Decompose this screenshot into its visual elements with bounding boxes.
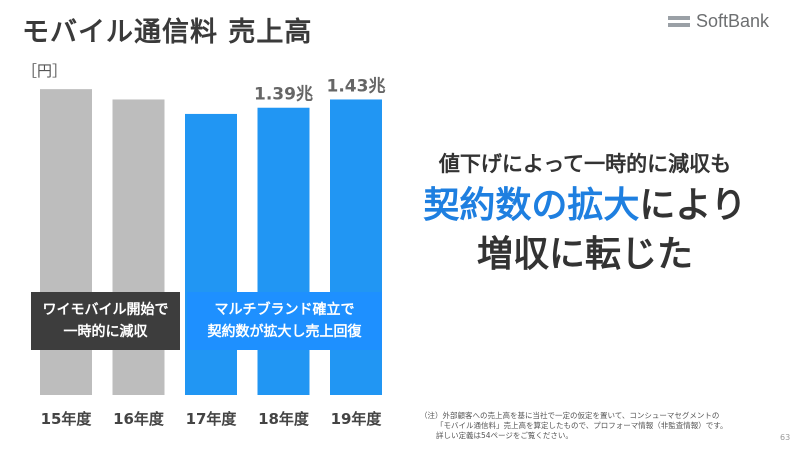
callout-ymobile: ワイモバイル開始で 一時的に減収 [31, 292, 180, 350]
data-label-4: 1.39兆 [254, 85, 313, 105]
footnote-line1: （注）外部顧客への売上高を基に当社で一定の仮定を置いて、コンシューマセグメントの [420, 411, 720, 420]
callout-multibrand-line1: マルチブランド確立で [214, 302, 355, 318]
callout-ymobile-line2: 一時的に減収 [63, 324, 148, 340]
footnote-line3: 詳しい定義は54ページをご覧ください。 [436, 431, 573, 440]
category-label-5: 19年度 [331, 410, 383, 428]
callout-multibrand-line2: 契約数が拡大し売上回復 [207, 324, 362, 340]
data-label-5: 1.43兆 [327, 76, 386, 96]
headline-line2-emphasis: 契約数の拡大 [423, 185, 640, 226]
headline-line2: 契約数の拡大により [400, 183, 770, 229]
headline-line3: 増収に転じた [476, 234, 693, 275]
page-number: 63 [780, 433, 791, 442]
bar-5 [330, 99, 382, 395]
headline-line2-rest: により [639, 185, 747, 226]
bar-3 [185, 113, 237, 395]
unit-label: ［円］ [22, 62, 68, 80]
callout-multibrand: マルチブランド確立で 契約数が拡大し売上回復 [187, 292, 382, 350]
category-label-3: 17年度 [186, 410, 238, 428]
category-label-4: 18年度 [258, 410, 310, 428]
callout-ymobile-line1: ワイモバイル開始で [42, 302, 169, 318]
category-label-1: 15年度 [41, 410, 93, 428]
category-label-2: 16年度 [113, 410, 165, 428]
page-title: モバイル通信料 売上高 [22, 17, 313, 48]
bar-2 [112, 99, 165, 395]
headline-line1: 値下げによって一時的に減収も [438, 152, 732, 176]
bar-4 [257, 107, 310, 395]
softbank-logo: SoftBank [668, 8, 786, 34]
footnote: （注）外部顧客への売上高を基に当社で一定の仮定を置いて、コンシューマセグメントの… [420, 411, 765, 441]
softbank-logo-icon [668, 13, 690, 30]
footnote-line2: 「モバイル通信料」売上高を算定したもので、プロフォーマ情報（非監査情報）です。 [436, 421, 728, 430]
logo-text: SoftBank [696, 10, 770, 31]
